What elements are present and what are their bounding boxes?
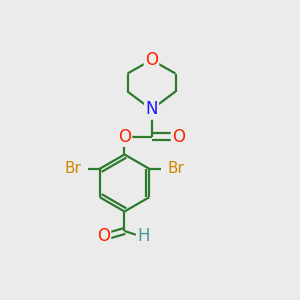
Text: N: N	[145, 100, 158, 118]
Text: O: O	[97, 227, 110, 245]
Text: O: O	[118, 128, 131, 146]
Text: O: O	[172, 128, 185, 146]
Text: O: O	[145, 51, 158, 69]
Text: H: H	[137, 227, 150, 245]
Text: Br: Br	[167, 161, 184, 176]
Text: Br: Br	[65, 161, 82, 176]
